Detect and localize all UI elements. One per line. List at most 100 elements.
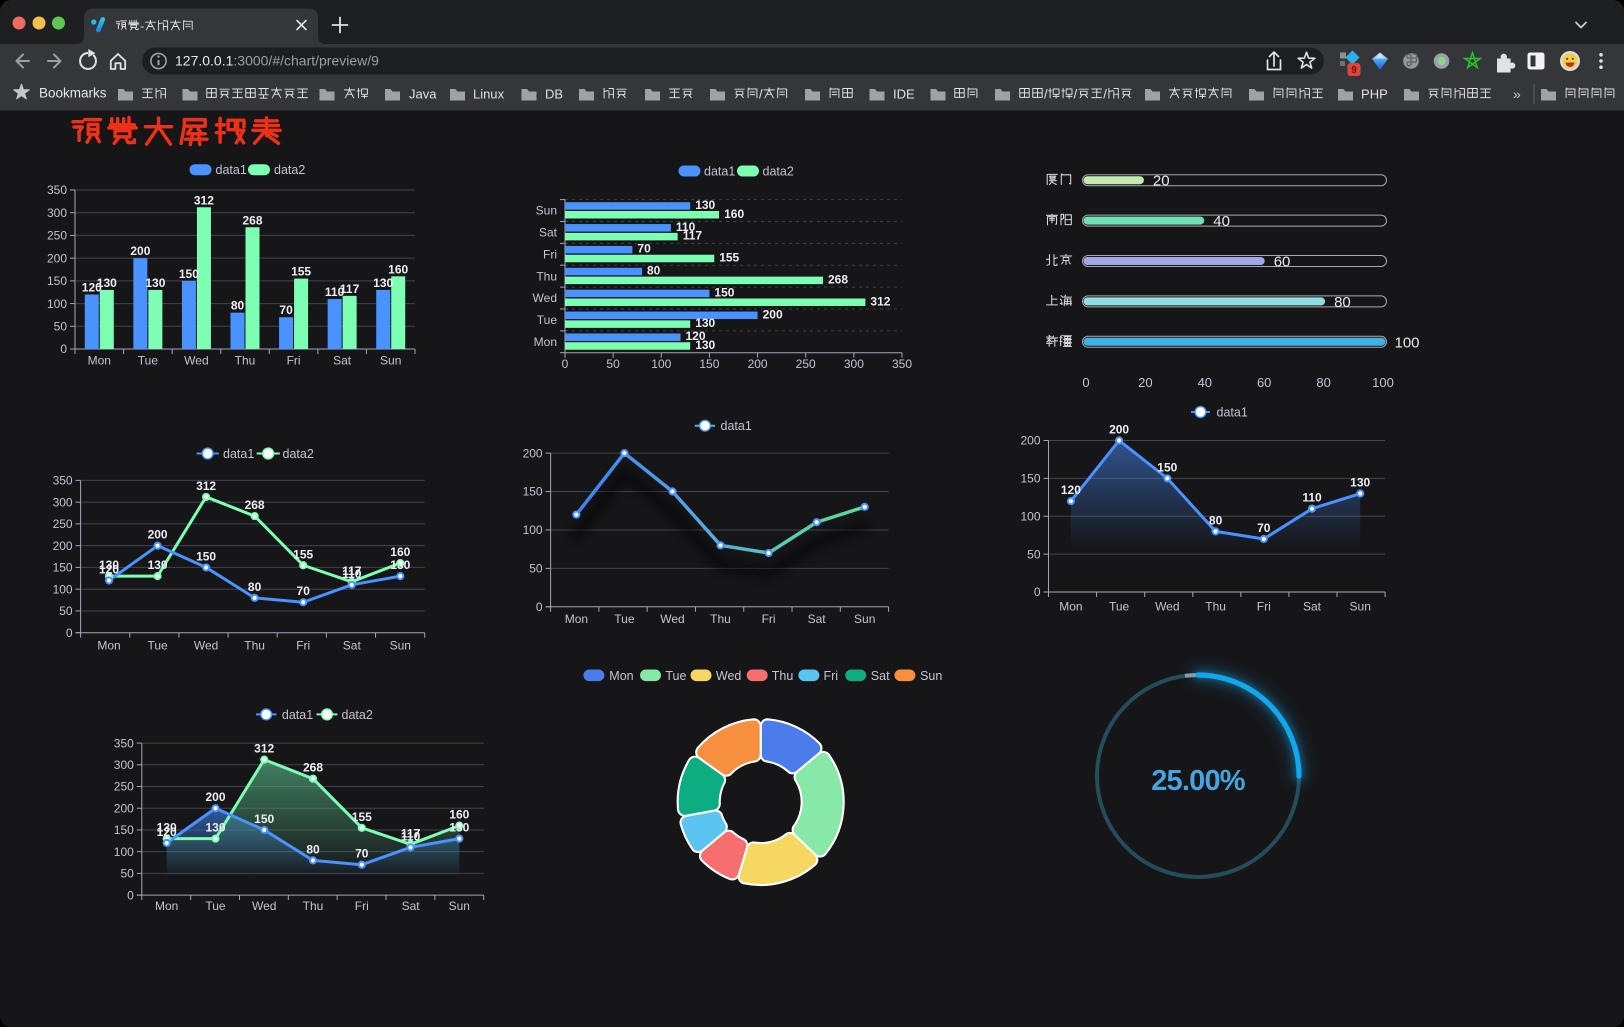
- svg-text:0: 0: [536, 600, 543, 614]
- svg-text:130: 130: [99, 558, 119, 572]
- svg-text:155: 155: [719, 251, 739, 265]
- svg-text:B: B: [554, 87, 563, 102]
- svg-text:Fri: Fri: [1257, 600, 1271, 614]
- svg-text:250: 250: [47, 229, 67, 243]
- svg-text:I: I: [893, 87, 897, 102]
- svg-text:0: 0: [1082, 375, 1089, 390]
- svg-text:Fri: Fri: [355, 899, 369, 913]
- svg-text:100: 100: [114, 845, 134, 859]
- svg-text:40: 40: [1213, 213, 1230, 230]
- svg-text:160: 160: [449, 808, 469, 822]
- svg-text:Mon: Mon: [88, 354, 111, 368]
- svg-text:250: 250: [796, 357, 816, 371]
- svg-text:Mon: Mon: [565, 612, 588, 626]
- svg-text:350: 350: [47, 183, 67, 197]
- svg-text:150: 150: [47, 274, 67, 288]
- svg-text:100: 100: [47, 297, 67, 311]
- svg-text::3000/#/chart/preview/9: :3000/#/chart/preview/9: [233, 53, 379, 69]
- svg-text:a: a: [416, 87, 424, 102]
- svg-text:268: 268: [828, 272, 848, 286]
- svg-text:Wed: Wed: [184, 354, 208, 368]
- svg-text:20: 20: [1138, 375, 1152, 390]
- svg-text:70: 70: [279, 303, 293, 317]
- svg-text:200: 200: [748, 357, 768, 371]
- svg-text:155: 155: [293, 547, 313, 561]
- svg-text:150: 150: [699, 357, 719, 371]
- svg-text:Thu: Thu: [536, 269, 557, 283]
- svg-text:200: 200: [47, 251, 67, 265]
- svg-text:P: P: [1361, 87, 1370, 102]
- svg-text:a: a: [429, 87, 437, 102]
- svg-text:80: 80: [647, 264, 661, 278]
- svg-text:50: 50: [54, 320, 68, 334]
- svg-text:80: 80: [1316, 375, 1330, 390]
- svg-text:80: 80: [306, 842, 320, 856]
- svg-text:/: /: [1103, 87, 1107, 102]
- svg-text:Wed: Wed: [533, 291, 557, 305]
- svg-text:110: 110: [325, 285, 345, 299]
- svg-text:Sun: Sun: [536, 204, 557, 218]
- svg-text:Tue: Tue: [665, 669, 686, 683]
- svg-text:Tue: Tue: [205, 899, 226, 913]
- svg-text:/: /: [1074, 87, 1078, 102]
- svg-text:120: 120: [157, 825, 177, 839]
- svg-text:Tue: Tue: [1109, 600, 1130, 614]
- svg-text:312: 312: [196, 479, 216, 493]
- svg-text:130: 130: [145, 276, 165, 290]
- svg-text:130: 130: [148, 558, 168, 572]
- svg-text:160: 160: [388, 262, 408, 276]
- svg-text:data1: data1: [223, 447, 254, 461]
- svg-text:130: 130: [695, 198, 715, 212]
- svg-text:25.00%: 25.00%: [1151, 765, 1246, 797]
- svg-text:150: 150: [114, 823, 134, 837]
- svg-text:data1: data1: [721, 419, 752, 433]
- svg-text:P: P: [1379, 87, 1388, 102]
- svg-text:Sun: Sun: [854, 612, 875, 626]
- svg-text:data1: data1: [1217, 406, 1248, 420]
- svg-text:Fri: Fri: [287, 354, 301, 368]
- svg-text:Bookmarks: Bookmarks: [39, 86, 107, 101]
- svg-text:312: 312: [194, 193, 214, 207]
- svg-text:268: 268: [303, 761, 323, 775]
- svg-text:130: 130: [390, 558, 410, 572]
- svg-text:50: 50: [1027, 547, 1041, 561]
- svg-text:150: 150: [714, 286, 734, 300]
- svg-text:110: 110: [401, 829, 421, 843]
- svg-text:x: x: [498, 87, 505, 102]
- svg-text:data1: data1: [704, 165, 735, 179]
- svg-text:Sun: Sun: [920, 669, 942, 683]
- svg-text:150: 150: [523, 485, 543, 499]
- svg-text:Mon: Mon: [155, 899, 178, 913]
- svg-text:»: »: [1513, 86, 1521, 102]
- svg-text:0: 0: [562, 357, 569, 371]
- svg-text:Mon: Mon: [1059, 600, 1082, 614]
- svg-text:100: 100: [1395, 334, 1420, 351]
- svg-text:0: 0: [60, 342, 67, 356]
- svg-text:130: 130: [695, 338, 715, 352]
- svg-text:u: u: [490, 87, 497, 102]
- svg-text:300: 300: [47, 206, 67, 220]
- svg-text:130: 130: [97, 276, 117, 290]
- svg-text:150: 150: [1020, 472, 1040, 486]
- svg-text:200: 200: [1109, 423, 1129, 437]
- svg-text:Fri: Fri: [543, 248, 557, 262]
- svg-text:Thu: Thu: [772, 669, 794, 683]
- svg-text:50: 50: [529, 562, 543, 576]
- svg-text:Thu: Thu: [1205, 600, 1226, 614]
- svg-text:40: 40: [1198, 375, 1212, 390]
- svg-text:Fri: Fri: [762, 612, 776, 626]
- svg-text:80: 80: [231, 299, 245, 313]
- svg-text:data2: data2: [763, 165, 794, 179]
- svg-text:160: 160: [390, 545, 410, 559]
- svg-text:155: 155: [352, 810, 372, 824]
- svg-text:70: 70: [637, 242, 651, 256]
- svg-text:60: 60: [1257, 375, 1271, 390]
- svg-text:200: 200: [763, 307, 783, 321]
- svg-text:Mon: Mon: [534, 335, 557, 349]
- svg-text:60: 60: [1274, 254, 1291, 271]
- svg-text:268: 268: [242, 213, 262, 227]
- svg-text:300: 300: [844, 357, 864, 371]
- svg-text:150: 150: [179, 267, 199, 281]
- svg-text:150: 150: [196, 549, 216, 563]
- svg-text:Wed: Wed: [194, 639, 218, 653]
